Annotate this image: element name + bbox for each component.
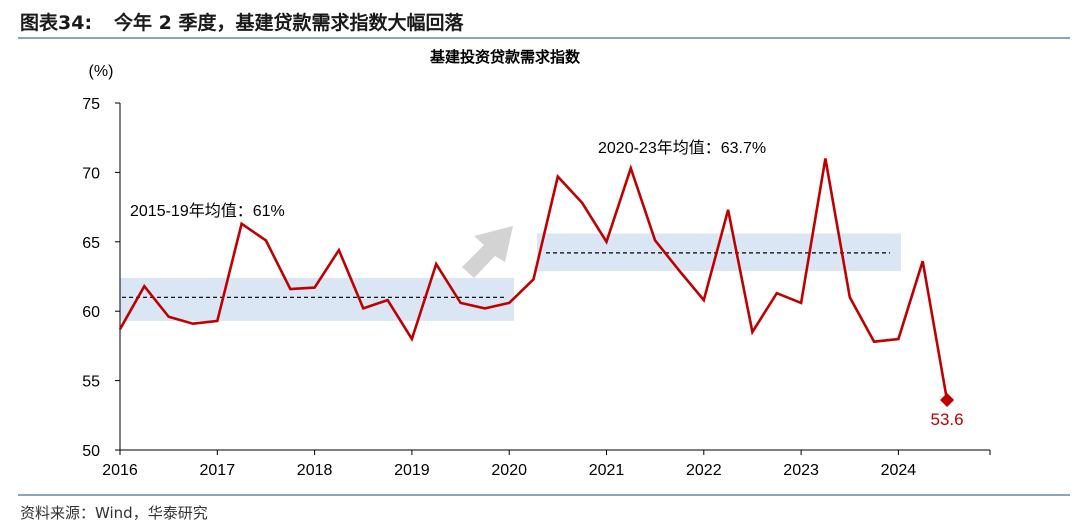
y-tick-label: 50	[82, 443, 100, 460]
figure-caption: 今年 2 季度，基建贷款需求指数大幅回落	[114, 12, 464, 34]
last-point-marker	[940, 393, 955, 408]
y-tick-label: 60	[82, 304, 100, 321]
x-tick-label: 2018	[297, 462, 333, 479]
y-tick-label: 55	[82, 374, 100, 391]
x-tick-label: 2017	[200, 462, 236, 479]
x-tick-label: 2020	[491, 462, 527, 479]
y-axis-unit: (%)	[89, 63, 114, 80]
last-point-label: 53.6	[931, 410, 964, 429]
annotations: 2015-19年均值：61% 2020-23年均值：63.7% 53.6	[130, 139, 964, 429]
x-tick-label: 2022	[686, 462, 722, 479]
arrow	[462, 226, 513, 278]
trend-arrow	[462, 226, 513, 278]
top-rule	[18, 37, 1070, 39]
series	[118, 158, 955, 408]
chart-title: 基建投资贷款需求指数	[429, 48, 581, 66]
x-tick-label: 2021	[589, 462, 625, 479]
figure-title: 图表34: 今年 2 季度，基建贷款需求指数大幅回落	[20, 8, 464, 35]
average-label-1: 2015-19年均值：61%	[130, 202, 285, 220]
y-tick-label: 70	[82, 165, 100, 182]
y-tick-label: 65	[82, 235, 100, 252]
average-label-2: 2020-23年均值：63.7%	[598, 139, 766, 157]
x-tick-label: 2023	[783, 462, 819, 479]
series-line	[118, 158, 949, 401]
y-tick-label: 75	[82, 96, 100, 113]
figure-number: 图表34:	[20, 12, 93, 34]
bottom-rule	[18, 494, 1070, 496]
x-tick-label: 2016	[102, 462, 138, 479]
x-tick-label: 2024	[881, 462, 917, 479]
source-note: 资料来源：Wind，华泰研究	[20, 504, 208, 522]
x-tick-label: 2019	[394, 462, 430, 479]
average-lines	[122, 252, 890, 298]
